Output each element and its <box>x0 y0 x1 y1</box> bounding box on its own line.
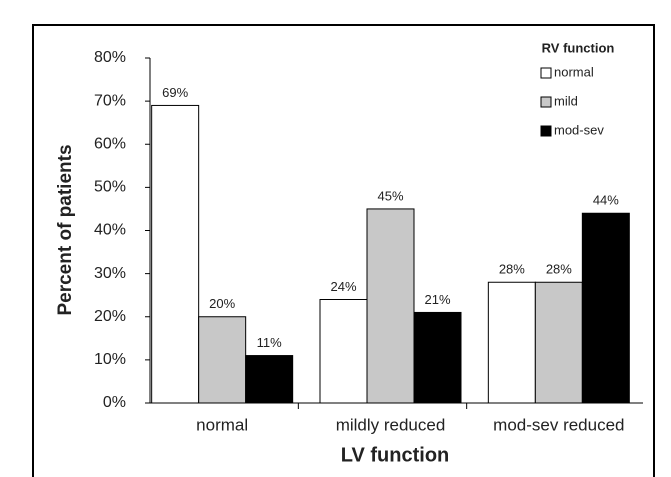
bar <box>245 355 294 404</box>
bar <box>487 281 536 404</box>
value-label: 11% <box>257 335 282 350</box>
legend-label: normal <box>554 64 594 79</box>
legend-swatch <box>540 67 552 79</box>
bar <box>319 299 368 404</box>
legend-label: mild <box>554 93 578 108</box>
bar <box>413 311 462 404</box>
y-tick-label: 0% <box>103 394 126 411</box>
value-label: 28% <box>546 262 572 277</box>
value-label: 21% <box>424 292 450 307</box>
value-label: 24% <box>330 279 356 294</box>
y-tick-label: 20% <box>94 308 126 325</box>
legend-swatch <box>540 96 552 108</box>
legend-title: RV function <box>542 40 615 55</box>
bar <box>534 281 583 404</box>
y-tick-label: 60% <box>94 135 126 152</box>
legend-label: mod-sev <box>554 122 604 137</box>
x-tick-label: normal <box>196 415 248 434</box>
value-label: 28% <box>499 262 525 277</box>
y-tick-label: 10% <box>94 351 126 368</box>
y-axis-title: Percent of patients <box>55 144 76 315</box>
value-label: 45% <box>377 188 403 203</box>
x-tick-label: mildly reduced <box>336 415 446 434</box>
value-label: 20% <box>209 296 235 311</box>
legend-swatch <box>540 125 552 137</box>
y-tick-label: 50% <box>94 179 126 196</box>
y-tick-label: 40% <box>94 222 126 239</box>
bar <box>198 316 247 404</box>
value-label: 69% <box>162 85 188 100</box>
y-tick-label: 30% <box>94 265 126 282</box>
y-tick-label: 80% <box>94 49 126 66</box>
bar <box>151 104 200 404</box>
x-axis-title: LV function <box>341 444 450 466</box>
y-tick-label: 70% <box>94 92 126 109</box>
x-tick-label: mod-sev reduced <box>493 415 624 434</box>
bar <box>581 212 630 404</box>
bar <box>366 208 415 404</box>
value-label: 44% <box>593 193 619 208</box>
